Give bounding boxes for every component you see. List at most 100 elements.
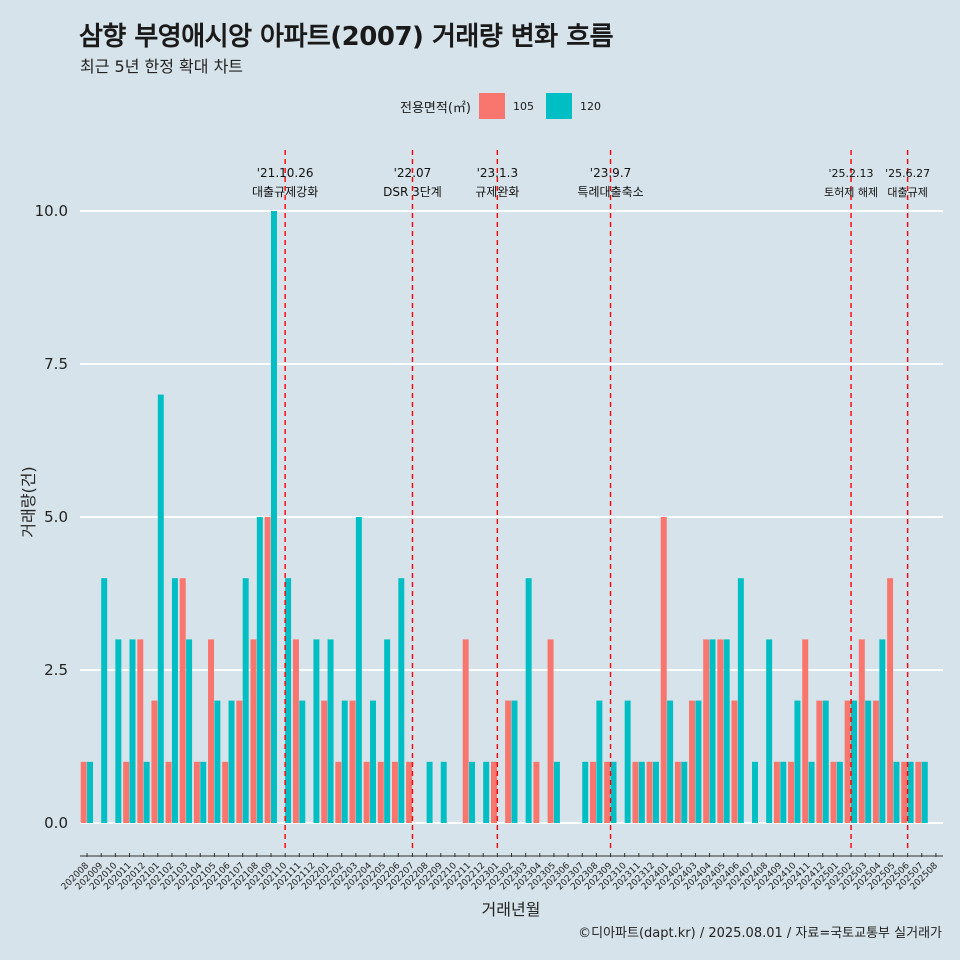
bar-105-202111 — [292, 639, 299, 823]
bar-120-202309 — [610, 761, 617, 823]
y-tick-label: 10.0 — [35, 202, 68, 220]
bar-120-202310 — [624, 700, 631, 823]
legend-swatch-120 — [545, 93, 572, 119]
bar-120-202105 — [214, 700, 221, 823]
bar-120-202208 — [426, 761, 433, 823]
annotation-label: 규제완화 — [475, 185, 519, 199]
bar-105-202302 — [505, 700, 512, 823]
bar-105-202505 — [887, 578, 894, 823]
bar-120-202305 — [553, 761, 560, 823]
bar-120-202505 — [893, 761, 900, 823]
annotation-date: '21.10.26 — [257, 166, 314, 180]
bar-120-202209 — [440, 761, 447, 823]
source-caption: ©디아파트(dapt.kr) / 2025.08.01 / 자료=국토교통부 실… — [578, 926, 942, 941]
bar-120-202403 — [695, 700, 702, 823]
bar-105-202406 — [731, 700, 738, 823]
bar-105-202109 — [264, 517, 271, 823]
annotation-label: 대출규제강화 — [252, 185, 318, 199]
bar-120-202303 — [525, 578, 532, 823]
bar-120-202408 — [766, 639, 773, 823]
bar-120-202008 — [87, 761, 94, 823]
legend-item-105: 105 — [478, 93, 534, 119]
bar-105-202101 — [151, 700, 158, 823]
bar-105-202411 — [802, 639, 809, 823]
bar-120-202009 — [101, 578, 108, 823]
bar-120-202503 — [865, 700, 872, 823]
bar-105-202311 — [632, 761, 639, 823]
bar-120-202212 — [483, 761, 490, 823]
bar-105-202202 — [335, 761, 342, 823]
bar-120-202406 — [737, 578, 744, 823]
bar-105-202404 — [703, 639, 710, 823]
bar-120-202110 — [285, 578, 292, 823]
bar-105-202305 — [547, 639, 554, 823]
bar-105-202011 — [123, 761, 130, 823]
bar-105-202507 — [915, 761, 922, 823]
bar-105-202206 — [391, 761, 398, 823]
bar-120-202203 — [355, 517, 362, 823]
bar-120-202504 — [879, 639, 886, 823]
chart-subtitle: 최근 5년 한정 확대 차트 — [80, 57, 244, 76]
bar-105-202501 — [830, 761, 837, 823]
y-tick-label: 5.0 — [44, 508, 68, 526]
bar-120-202411 — [808, 761, 815, 823]
bar-120-202501 — [836, 761, 843, 823]
bar-120-202502 — [851, 700, 858, 823]
bar-105-202204 — [363, 761, 370, 823]
bar-105-202104 — [193, 761, 200, 823]
legend-item-120: 120 — [545, 93, 601, 119]
bar-105-202108 — [250, 639, 257, 823]
bar-120-202206 — [398, 578, 405, 823]
bar-105-202308 — [590, 761, 596, 823]
bar-105-202203 — [349, 700, 356, 823]
bar-120-202104 — [200, 761, 207, 823]
bar-120-202112 — [313, 639, 320, 823]
annotation-label: DSR 3단계 — [383, 185, 442, 199]
bar-105-202105 — [208, 639, 215, 823]
annotations: '21.10.26 대출규제강화 '22.07 DSR 3단계 '23.1.3 규제완화 '… — [252, 166, 930, 199]
annotation-date: '25.2.13 — [829, 167, 874, 180]
bar-120-202312 — [652, 761, 659, 823]
legend-label-120: 120 — [579, 99, 601, 113]
bar-105-202502 — [844, 700, 851, 823]
bar-105-202201 — [321, 700, 328, 823]
legend-swatch-105 — [478, 93, 505, 119]
bar-120-202011 — [129, 639, 136, 823]
bar-120-202103 — [186, 639, 193, 823]
bar-105-202008 — [80, 761, 87, 823]
bar-105-202012 — [137, 639, 144, 823]
bar-120-202101 — [157, 394, 164, 823]
bar-120-202405 — [723, 639, 730, 823]
y-tick-label: 2.5 — [44, 661, 68, 679]
bar-120-202108 — [256, 517, 263, 823]
bar-120-202111 — [299, 700, 306, 823]
bar-120-202307 — [582, 761, 589, 823]
annotation-label: 토허제 해제 — [824, 185, 878, 199]
bar-120-202106 — [228, 700, 235, 823]
bar-105-202402 — [674, 761, 681, 823]
bars — [80, 211, 928, 823]
bar-105-202405 — [717, 639, 724, 823]
bar-120-202202 — [341, 700, 348, 823]
bar-105-202211 — [462, 639, 469, 823]
annotation-date: '23.9.7 — [590, 166, 631, 180]
legend: 전용면적(㎡) 105 120 — [400, 93, 613, 119]
bar-105-202102 — [165, 761, 172, 823]
bar-105-202504 — [872, 700, 879, 823]
bar-120-202102 — [171, 578, 178, 823]
bar-105-202304 — [533, 761, 540, 823]
bar-120-202401 — [667, 700, 674, 823]
bar-120-202211 — [469, 761, 476, 823]
bar-105-202103 — [179, 578, 186, 823]
bar-120-202410 — [794, 700, 801, 823]
annotation-date: '23.1.3 — [477, 166, 518, 180]
bar-105-202401 — [660, 517, 667, 823]
bar-120-202302 — [511, 700, 518, 823]
bar-105-202410 — [788, 761, 795, 823]
x-axis-title: 거래년월 — [482, 900, 541, 919]
bar-120-202407 — [752, 761, 758, 823]
bar-120-202308 — [596, 700, 603, 823]
bar-120-202010 — [115, 639, 122, 823]
bar-105-202205 — [377, 761, 384, 823]
